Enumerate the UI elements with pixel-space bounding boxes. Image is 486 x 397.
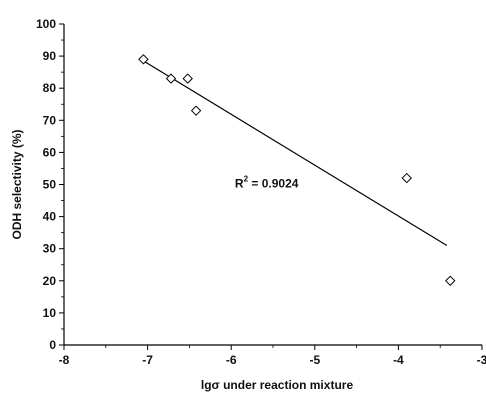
x-tick-label: -8 xyxy=(59,353,70,367)
r-superscript: 2 xyxy=(244,175,249,184)
data-point xyxy=(445,275,456,287)
data-point xyxy=(165,73,177,84)
data-point xyxy=(401,172,412,184)
r-symbol: R xyxy=(235,177,244,191)
data-point xyxy=(138,54,149,65)
x-tick-label: -7 xyxy=(142,353,153,367)
ticks: 0 10 20 30 40 50 60 70 80 90 100 -8 -7 -6 -5 -4 -3 xyxy=(36,17,486,367)
x-tick-label: -5 xyxy=(309,353,320,367)
points-layer xyxy=(138,54,456,287)
data-point xyxy=(182,73,193,84)
y-tick-label: 20 xyxy=(43,274,57,288)
x-tick-label: -4 xyxy=(393,353,404,367)
y-tick-label: 70 xyxy=(43,113,57,127)
y-tick-label: 30 xyxy=(43,242,57,256)
trendline xyxy=(143,60,448,247)
data-point xyxy=(190,105,202,116)
y-tick-label: 90 xyxy=(43,49,57,63)
y-tick-label: 50 xyxy=(43,178,57,192)
x-tick-label: -6 xyxy=(226,353,237,367)
r-squared-annotation: R2 = 0.9024 xyxy=(235,175,299,191)
y-tick-label: 10 xyxy=(43,306,57,320)
y-tick-label: 80 xyxy=(43,81,57,95)
r-value: = 0.9024 xyxy=(248,177,299,191)
y-tick-label: 60 xyxy=(43,145,57,159)
y-axis-title: ODH selectivity (%) xyxy=(10,129,24,239)
y-tick-label: 100 xyxy=(36,17,56,31)
trendline-layer xyxy=(143,60,448,247)
x-tick-label: -3 xyxy=(477,353,486,367)
y-tick-label: 40 xyxy=(43,210,57,224)
y-tick-label: 0 xyxy=(49,338,56,352)
x-axis-title: lgσ under reaction mixture xyxy=(201,378,354,392)
